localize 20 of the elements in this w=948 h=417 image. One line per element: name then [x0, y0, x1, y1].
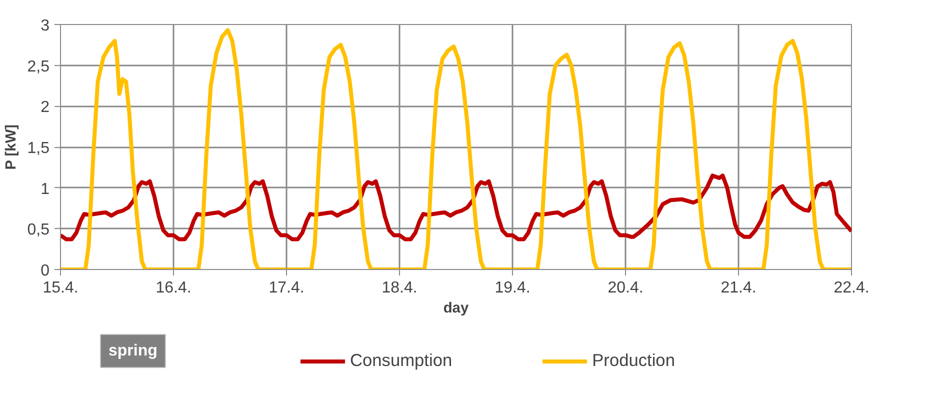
- legend-label: Production: [592, 350, 675, 371]
- legend-label: Consumption: [350, 350, 452, 371]
- x-axis-title: day: [443, 300, 470, 316]
- y-tick-label: 0: [40, 262, 50, 280]
- x-tick-label: 21.4.: [720, 280, 756, 296]
- x-tick-label: 19.4.: [494, 280, 530, 296]
- x-tick-label: 20.4.: [608, 280, 644, 296]
- x-tick-label: 15.4.: [42, 280, 78, 296]
- y-tick-label: 3: [40, 18, 50, 34]
- x-tick-label: 18.4.: [382, 280, 418, 296]
- y-tick-label: 0,5: [27, 222, 50, 239]
- y-tick-label: 1,5: [27, 140, 50, 157]
- text: spring: [108, 342, 158, 360]
- y-tick-label: 2,5: [27, 58, 50, 76]
- y-tick-label: 2: [40, 99, 50, 116]
- y-tick-label: 1: [40, 180, 50, 198]
- x-tick-label: 16.4.: [156, 280, 192, 296]
- x-tick-label: 17.4.: [268, 280, 304, 296]
- x-tick-label: 22.4.: [834, 280, 870, 296]
- y-axis-title: P [kW]: [3, 124, 20, 170]
